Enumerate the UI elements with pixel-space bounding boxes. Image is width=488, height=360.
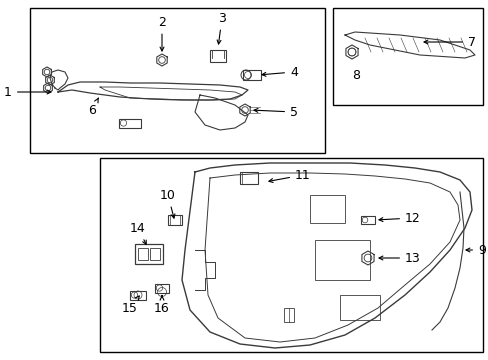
Text: 4: 4 [262, 66, 297, 78]
Text: 15: 15 [122, 296, 139, 315]
Bar [100, 158, 482, 352]
Bar [209, 50, 225, 62]
Bar [119, 118, 141, 127]
Bar [150, 248, 160, 260]
Text: 16: 16 [154, 296, 169, 315]
Bar [30, 8, 325, 153]
Bar [240, 172, 258, 184]
Bar [155, 284, 169, 292]
Text: 12: 12 [378, 212, 420, 225]
Bar [284, 308, 293, 322]
Text: 1: 1 [4, 86, 51, 99]
Text: 9: 9 [465, 243, 485, 256]
Bar [360, 216, 374, 224]
Text: 3: 3 [217, 12, 225, 44]
Bar [138, 248, 148, 260]
Text: 8: 8 [351, 68, 359, 81]
Text: 2: 2 [158, 15, 165, 51]
Text: 5: 5 [253, 105, 297, 118]
Bar [135, 244, 163, 264]
Bar [168, 215, 182, 225]
Bar [130, 291, 146, 300]
Text: 14: 14 [130, 221, 146, 244]
Text: 11: 11 [268, 168, 310, 183]
Text: 10: 10 [160, 189, 176, 218]
Bar [309, 195, 345, 223]
Text: 6: 6 [88, 98, 98, 117]
Bar [332, 8, 482, 105]
Text: 7: 7 [423, 36, 475, 49]
Text: 13: 13 [378, 252, 420, 265]
Bar [339, 295, 379, 320]
Bar [243, 70, 261, 80]
Bar [314, 240, 369, 280]
